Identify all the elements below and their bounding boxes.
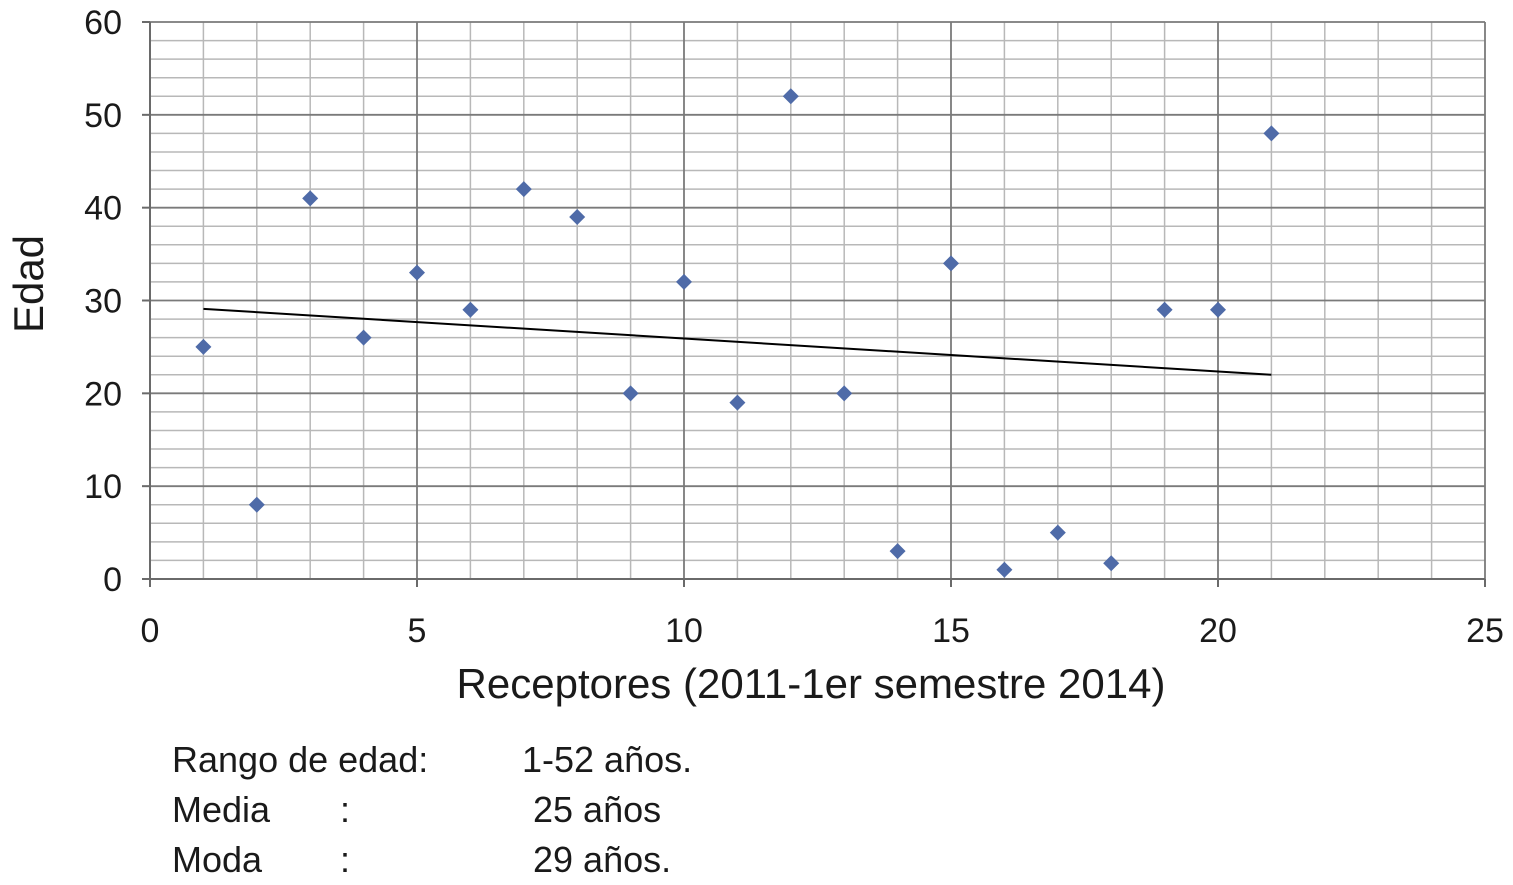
x-axis-label: Receptores (2011-1er semestre 2014) [457, 660, 1166, 707]
data-point-marker [1263, 125, 1280, 142]
mean-colon: : [340, 789, 351, 830]
mode-label: Moda [172, 839, 263, 880]
data-point-marker [836, 385, 853, 402]
age-range-value: 1-52 años. [522, 739, 693, 780]
y-axis-label: Edad [5, 235, 52, 333]
y-tick-label: 30 [84, 283, 122, 321]
data-point-marker [462, 301, 479, 318]
x-tick-label: 20 [1199, 612, 1237, 650]
y-tick-label: 20 [84, 375, 122, 413]
major-gridlines [150, 21, 1486, 579]
data-point-marker [1049, 524, 1066, 541]
data-point-marker [1103, 555, 1120, 572]
y-tick-label: 60 [84, 4, 122, 42]
mode-value: 29 años. [533, 839, 672, 880]
trendline-group [203, 307, 1272, 376]
data-point-marker [943, 255, 959, 272]
data-point-marker [782, 88, 799, 105]
data-point-marker [195, 338, 212, 355]
data-point-marker [248, 496, 265, 513]
x-tick-label: 10 [665, 612, 703, 650]
data-point-marker [622, 385, 639, 402]
age-range-label: Rango de edad: [172, 739, 429, 780]
x-tick-label: 5 [408, 612, 427, 650]
chart-axes [142, 21, 1486, 587]
data-point-marker [1156, 301, 1173, 318]
trendline [203, 307, 1272, 376]
x-tick-label: 15 [932, 612, 970, 650]
y-tick-label: 10 [84, 468, 122, 506]
x-tick-label: 25 [1466, 612, 1504, 650]
data-point-marker [889, 543, 906, 560]
data-point-marker [355, 329, 372, 346]
mode-colon: : [340, 839, 351, 880]
data-points [195, 88, 1280, 578]
data-point-marker [996, 561, 1013, 578]
y-tick-label: 40 [84, 190, 122, 228]
y-tick-label: 50 [84, 97, 122, 135]
x-axis-tick-labels: 0 5 10 15 20 25 [141, 612, 1504, 650]
data-point-marker [676, 273, 692, 290]
data-point-marker [1210, 301, 1226, 318]
data-point-marker [515, 181, 532, 198]
y-axis-tick-labels: 0 10 20 30 40 50 60 [84, 4, 122, 599]
x-tick-label: 0 [141, 612, 160, 650]
data-point-marker [302, 190, 319, 207]
data-point-marker [729, 394, 746, 411]
y-tick-label: 0 [103, 561, 122, 599]
mean-label: Media [172, 789, 271, 830]
data-point-marker [409, 264, 425, 281]
mean-value: 25 años [533, 789, 662, 830]
data-point-marker [569, 208, 586, 225]
